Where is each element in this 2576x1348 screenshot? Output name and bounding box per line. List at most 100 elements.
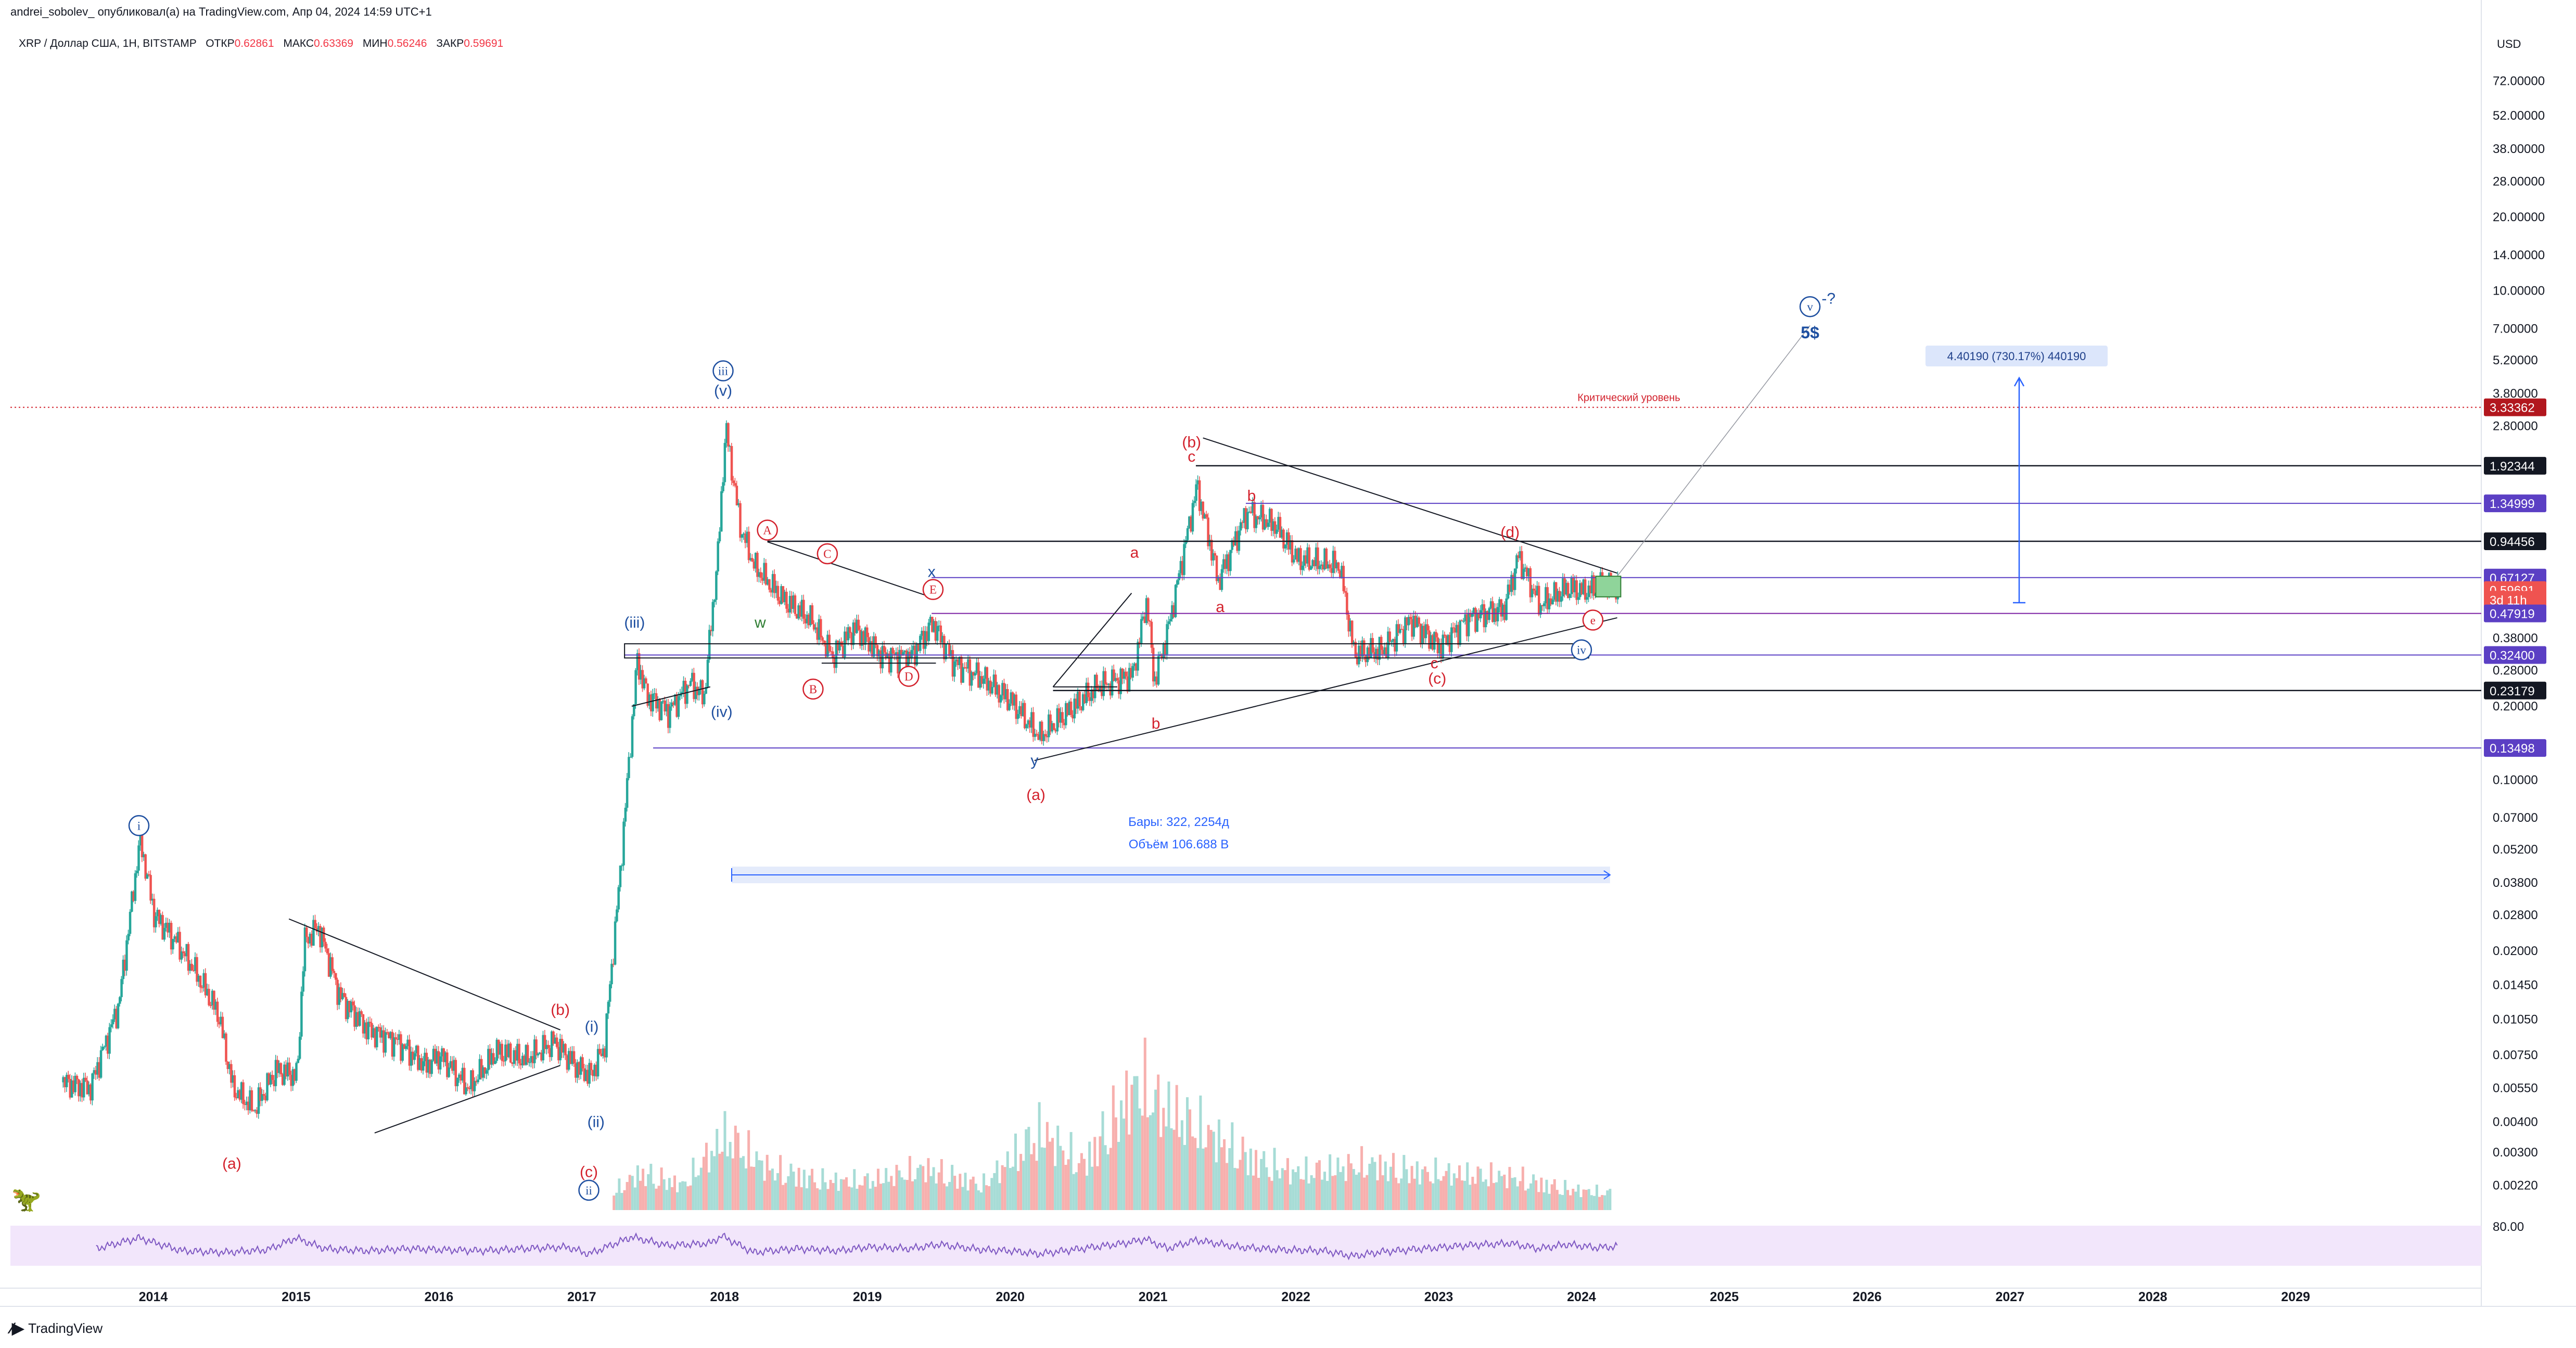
wave-label: y: [1030, 752, 1038, 769]
volume-bar: [979, 1192, 983, 1210]
candle-body: [206, 988, 209, 996]
volume-bar: [1231, 1122, 1234, 1210]
candle-body: [891, 647, 894, 654]
volume-bar: [1017, 1171, 1020, 1210]
candle-body: [1406, 617, 1408, 626]
volume-bar: [639, 1180, 642, 1210]
price-badge: [2484, 739, 2546, 757]
price-tick-label: 10.00000: [2493, 284, 2545, 298]
candle-body: [1388, 631, 1391, 642]
candle-body: [1081, 694, 1085, 710]
candle-body: [1400, 629, 1404, 630]
volume-bar: [853, 1169, 856, 1210]
candle-body: [572, 1051, 576, 1063]
candle-body: [155, 916, 157, 927]
volume-bar: [620, 1193, 623, 1210]
candle-body: [1169, 619, 1172, 621]
candle-body: [1109, 683, 1112, 696]
volume-bar: [1276, 1170, 1279, 1210]
candle-body: [717, 541, 719, 571]
candle-body: [1166, 624, 1168, 655]
candle-body: [1147, 598, 1150, 621]
footer[interactable]: ⁄▶ TradingView: [10, 1319, 103, 1338]
candle-body: [1330, 568, 1333, 573]
volume-bar: [1019, 1154, 1023, 1210]
candle-body: [360, 1011, 363, 1014]
candle-body: [494, 1061, 496, 1064]
price-tick-label: 0.01050: [2493, 1012, 2538, 1026]
candle-body: [790, 595, 793, 609]
candle-body: [363, 1022, 366, 1034]
candle-body: [797, 605, 800, 619]
candle-body: [816, 627, 819, 640]
trendlines-layer: 4.40190 (730.17%) 440190 Бары: 322, 2254д…: [288, 325, 2108, 1134]
candle-body: [94, 1070, 97, 1075]
candle-body: [637, 653, 641, 680]
candle-body: [471, 1070, 474, 1091]
volume-bar: [1550, 1184, 1553, 1210]
candle-body: [1363, 640, 1366, 655]
candle-body: [279, 1063, 283, 1074]
price-axis[interactable]: 72.00000 52.00000 38.00000 28.00000 20.00000…: [2484, 74, 2546, 1193]
candle-body: [1471, 613, 1474, 617]
volume-bar: [1257, 1178, 1260, 1210]
candle-body: [605, 1013, 608, 1058]
candle-body: [324, 942, 327, 949]
volume-bar: [1397, 1183, 1400, 1210]
candle-body: [1338, 570, 1342, 578]
wave-label: (d): [1500, 524, 1520, 541]
candle-body: [693, 672, 695, 700]
candle-body: [584, 1070, 588, 1081]
volume-bar: [1426, 1172, 1430, 1210]
price-tick-label: 7.00000: [2493, 322, 2538, 336]
volume-bar: [1329, 1154, 1332, 1210]
volume-bar: [1035, 1161, 1038, 1210]
critical-level-label: Критический уровень: [1577, 392, 1680, 404]
candle-body: [1157, 656, 1160, 685]
candle-body: [1064, 703, 1067, 726]
volume-bar: [1001, 1165, 1004, 1210]
candle-body: [1418, 617, 1420, 624]
candle-body: [1570, 578, 1573, 594]
time-axis[interactable]: 2014 2015 2016 2017 2018 2019 2020 2021 2022 2023…: [139, 1290, 2310, 1304]
rsi-line: [96, 1232, 1618, 1261]
candle-body: [1521, 551, 1523, 579]
candle-body: [1557, 591, 1559, 602]
price-tick-label: 0.00220: [2493, 1178, 2538, 1192]
volume-bar: [953, 1176, 957, 1210]
wave-label-circle: [712, 360, 734, 381]
candle-body: [482, 1067, 484, 1078]
currency-label[interactable]: USD: [2497, 37, 2521, 50]
candle-body: [164, 922, 168, 928]
year-tick-label: 2023: [1424, 1290, 1453, 1304]
wave-label-circle: [922, 579, 944, 600]
trend-line: [767, 541, 936, 600]
candle-body: [962, 667, 964, 683]
candle-body: [201, 987, 203, 988]
candle-body: [1152, 647, 1155, 682]
candle-body: [1572, 578, 1575, 593]
candle-body: [687, 685, 690, 686]
candle-body: [394, 1037, 397, 1039]
candle-body: [276, 1060, 279, 1073]
candle-body: [764, 563, 768, 585]
candle-body: [1138, 642, 1141, 644]
candle-body: [161, 915, 164, 940]
candle-body: [830, 651, 833, 652]
grid-layer: [0, 0, 2576, 1307]
candle-body: [1089, 697, 1091, 701]
volume-bar: [1553, 1179, 1556, 1210]
volume-bar: [1009, 1168, 1012, 1210]
volume-bar: [689, 1185, 692, 1210]
candle-body: [1414, 616, 1417, 627]
price-tick-label: 3.80000: [2493, 387, 2538, 401]
volume-bar: [1542, 1192, 1546, 1210]
year-tick-label: 2017: [567, 1290, 596, 1304]
candle-body: [1130, 668, 1132, 678]
symbol-name[interactable]: XRP / Доллар США, 1Н, BITSTAMP: [19, 37, 197, 49]
candle-body: [1133, 663, 1136, 666]
candle-body: [425, 1052, 428, 1073]
candle-body: [838, 641, 841, 651]
volume-bar: [1540, 1177, 1543, 1210]
